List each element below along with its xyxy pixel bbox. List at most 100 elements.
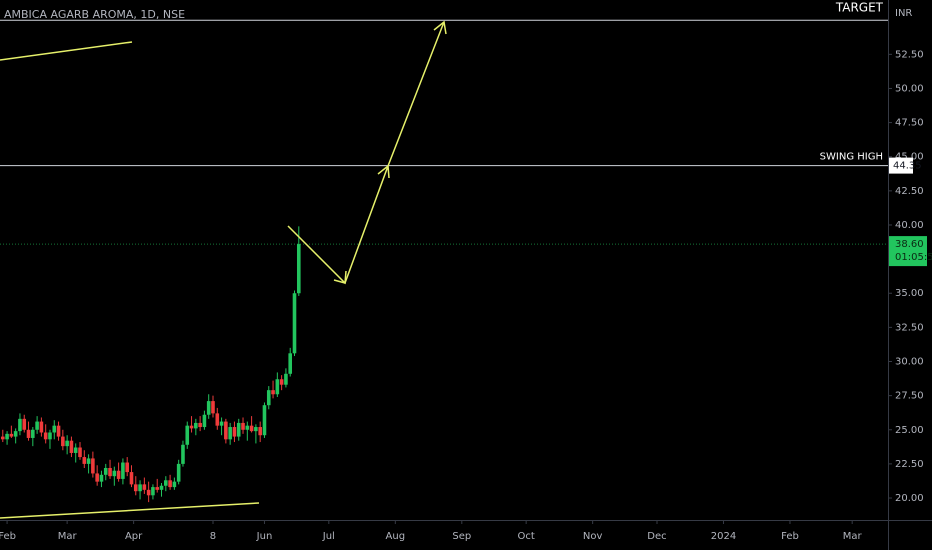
projection-path [287, 21, 445, 285]
candle-body [219, 421, 224, 426]
candle-body [202, 414, 207, 428]
swing-high-tag [889, 157, 913, 174]
x-tick-label: Dec [647, 531, 666, 542]
trend-line [0, 502, 260, 519]
candle-body [86, 458, 91, 464]
candles [0, 226, 301, 503]
y-tick-label: 47.50 [895, 118, 924, 129]
candle-body [99, 474, 104, 482]
candle-body [224, 421, 228, 440]
candle-body [35, 421, 39, 430]
x-tick-label: Nov [583, 531, 603, 542]
candle-body [125, 462, 129, 473]
candle-body [206, 401, 211, 415]
y-tick-label: 30.00 [895, 357, 924, 368]
candle-body [31, 429, 35, 438]
arrow-head [377, 164, 390, 179]
candle-body [26, 429, 31, 438]
x-tick-label: Feb [0, 531, 16, 542]
x-tick-label: Oct [518, 531, 535, 542]
candle-body [56, 425, 61, 437]
candle-body [185, 425, 190, 445]
candle-body [112, 470, 117, 477]
candle-body [275, 379, 280, 395]
candle-body [164, 480, 168, 486]
target-label: TARGET [835, 1, 884, 15]
candle-body [181, 444, 185, 464]
x-tick-label: Apr [125, 531, 143, 542]
candle-body [245, 425, 250, 430]
candle-body [189, 425, 194, 429]
candle-body [159, 485, 164, 490]
candle-body [22, 418, 27, 430]
candle-body [198, 422, 202, 428]
last-price-value: 38.60 [895, 239, 924, 250]
candle-body [236, 422, 241, 437]
candle-body [292, 293, 297, 354]
candle-body [65, 440, 69, 447]
candle-body [172, 481, 177, 488]
y-tick-label: 22.50 [895, 459, 924, 470]
candle-body [168, 480, 172, 488]
y-tick-label: 45.00 [895, 152, 924, 163]
candle-body [61, 436, 65, 447]
x-tick-label: Aug [386, 531, 406, 542]
y-tick-label: 42.50 [895, 186, 924, 197]
x-tick-label: Jul [322, 531, 335, 542]
candle-body [271, 390, 275, 395]
candle-body [176, 463, 181, 482]
candle-body [9, 433, 14, 437]
trend-line [0, 41, 133, 61]
x-tick-label: 8 [210, 531, 216, 542]
candle-body [95, 473, 99, 482]
x-tick-label: Feb [781, 531, 799, 542]
candle-body [48, 432, 52, 440]
candle-body [279, 379, 284, 385]
candle-body [232, 427, 237, 437]
x-tick-label: Jun [256, 531, 273, 542]
candle-body [121, 462, 125, 479]
y-tick-label: 52.50 [895, 49, 924, 60]
candle-body [288, 353, 293, 374]
y-tick-label: 40.00 [895, 220, 924, 231]
candle-body [52, 425, 57, 433]
candle-body [296, 244, 301, 294]
y-tick-label: 25.00 [895, 425, 924, 436]
swing-high-value: 44.35 [893, 161, 922, 172]
countdown: 01:05:58 [895, 252, 932, 263]
currency-label: INR [895, 8, 912, 19]
x-tick-label: 2024 [711, 531, 736, 542]
candle-body [254, 427, 258, 432]
candle-body [262, 405, 267, 436]
y-tick-label: 27.50 [895, 391, 924, 402]
candle-body [116, 470, 121, 479]
candle-body [142, 484, 147, 490]
candle-body [215, 413, 220, 426]
candle-body [73, 447, 78, 453]
candle-body [249, 425, 254, 432]
candle-body [211, 401, 215, 414]
candle-body [129, 472, 134, 485]
arrow-head [433, 20, 447, 35]
candle-body [133, 484, 138, 492]
candle-body [108, 467, 112, 477]
candle-body [39, 421, 44, 433]
candle-body [82, 457, 87, 464]
candle-body [138, 484, 142, 492]
candle-body [151, 487, 155, 496]
last-price-tag [889, 236, 927, 267]
candle-body [103, 467, 108, 475]
candle-body [146, 489, 151, 496]
candle-body [43, 432, 48, 440]
candle-body [155, 487, 160, 490]
candle-body [78, 447, 82, 458]
candle-body [194, 422, 198, 429]
chart-title: AMBICA AGARB AROMA, 1D, NSE [4, 8, 185, 21]
candle-body [284, 373, 288, 385]
y-tick-label: 50.00 [895, 83, 924, 94]
y-tick-label: 20.00 [895, 493, 924, 504]
candle-body [228, 427, 232, 440]
candle-body [69, 440, 74, 453]
